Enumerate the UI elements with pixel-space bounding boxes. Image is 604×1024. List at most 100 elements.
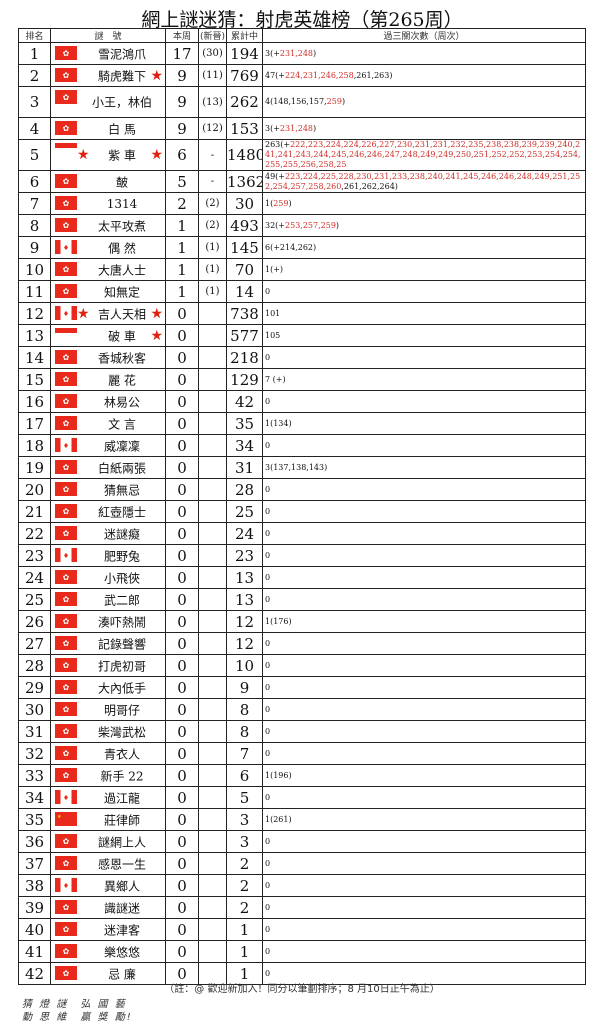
flag-ca-icon: ♦ xyxy=(55,790,77,804)
star-badge-icon: ★ xyxy=(77,305,90,322)
history-cell: 105 xyxy=(262,324,586,347)
history-text: ) xyxy=(335,220,340,230)
total-score-cell: 153 xyxy=(226,117,263,140)
rank-cell: 19 xyxy=(18,456,51,479)
week-score-cell: 1 xyxy=(165,214,199,237)
table-row: 41 ✿ 樂悠悠 0 1 0 xyxy=(18,940,586,963)
table-row: 15 ✿ 麗 花 0 129 7 (+) xyxy=(18,368,586,391)
total-score-cell: 2 xyxy=(226,896,263,919)
history-cell: 0 xyxy=(262,918,586,941)
rank-cell: 13 xyxy=(18,324,51,347)
history-text: 0 xyxy=(265,836,271,846)
week-score-cell: 0 xyxy=(165,500,199,523)
rank-cell: 8 xyxy=(18,214,51,237)
history-cell: 0 xyxy=(262,500,586,523)
table-row: 35 ★ 莊律師 0 3 1(261) xyxy=(18,808,586,831)
header-new: (新晉) xyxy=(198,28,227,43)
header-name: 謎 號 xyxy=(50,28,166,43)
name-cell: ♦ 偶 然 xyxy=(50,236,166,259)
week-score-cell: 1 xyxy=(165,280,199,303)
flag-hk-icon: ✿ xyxy=(55,482,77,496)
history-cell: 1(259) xyxy=(262,192,586,215)
week-score-cell: 6 xyxy=(165,139,199,171)
total-score-cell: 9 xyxy=(226,676,263,699)
svg-text:♦: ♦ xyxy=(63,244,69,252)
history-text: 1(261) xyxy=(265,814,292,824)
week-score-cell: 0 xyxy=(165,302,199,325)
svg-text:✿: ✿ xyxy=(63,969,70,978)
history-cell: 0 xyxy=(262,676,586,699)
svg-text:✿: ✿ xyxy=(63,947,70,956)
table-row: 13 破 車 ★ 0 577 105 xyxy=(18,324,586,347)
player-name: 武二郎 xyxy=(103,593,140,607)
week-score-cell: 1 xyxy=(165,258,199,281)
name-cell: ✿ 新手 22 xyxy=(50,764,166,787)
new-score-cell xyxy=(198,720,227,743)
player-name: 白紙兩張 xyxy=(97,461,146,475)
player-name: 迷謎癡 xyxy=(103,527,140,541)
history-text: ) xyxy=(288,198,292,208)
history-cell: 3(137,138,143) xyxy=(262,456,586,479)
name-cell: ✿ 文 言 xyxy=(50,412,166,435)
history-text: 1( xyxy=(265,198,274,208)
history-weeks-highlighted: 259 xyxy=(273,198,289,208)
table-row: 7 ✿ 1314 2 (2) 30 1(259) xyxy=(18,192,586,215)
new-score-cell xyxy=(198,610,227,633)
total-score-cell: 70 xyxy=(226,258,263,281)
name-cell: ♦ 異鄉人 xyxy=(50,874,166,897)
flag-hk-icon: ✿ xyxy=(55,68,77,82)
total-score-cell: 218 xyxy=(226,346,263,369)
player-name: 偶 然 xyxy=(108,241,136,255)
player-name: 肥野兔 xyxy=(103,549,140,563)
rank-cell: 14 xyxy=(18,346,51,369)
flag-sg-icon xyxy=(55,328,77,338)
rank-cell: 18 xyxy=(18,434,51,457)
rank-cell: 21 xyxy=(18,500,51,523)
svg-text:✿: ✿ xyxy=(63,177,70,186)
week-score-cell: 0 xyxy=(165,742,199,765)
svg-text:✿: ✿ xyxy=(63,683,70,692)
name-cell: ✿ 大內低手 xyxy=(50,676,166,699)
flag-hk-icon: ✿ xyxy=(55,218,77,232)
rank-cell: 23 xyxy=(18,544,51,567)
svg-text:✿: ✿ xyxy=(63,199,70,208)
svg-text:✿: ✿ xyxy=(63,485,70,494)
new-score-cell xyxy=(198,412,227,435)
history-text: 0 xyxy=(265,682,271,692)
name-cell: ✿ 麗 花 xyxy=(50,368,166,391)
player-name: 文 言 xyxy=(108,417,136,431)
slogan-line: 猜 燈 謎 弘 國 藝 xyxy=(22,999,127,1010)
total-score-cell: 25 xyxy=(226,500,263,523)
history-text: 101 xyxy=(265,308,281,318)
history-text: 0 xyxy=(265,968,271,978)
new-score-cell xyxy=(198,500,227,523)
table-row: 4 ✿ 白 馬 9 (12) 153 3(+231,248) xyxy=(18,117,586,140)
history-cell: 0 xyxy=(262,874,586,897)
total-score-cell: 12 xyxy=(226,632,263,655)
table-row: 37 ✿ 感恩一生 0 2 0 xyxy=(18,852,586,875)
player-name: 異鄉人 xyxy=(103,879,140,893)
new-score-cell xyxy=(198,940,227,963)
player-name: 吉人天相 xyxy=(97,307,146,321)
table-row: 33 ✿ 新手 22 0 6 1(196) xyxy=(18,764,586,787)
history-cell: 47(+224,231,246,258,261,263) xyxy=(262,64,586,87)
history-cell: 0 xyxy=(262,434,586,457)
new-score-cell xyxy=(198,632,227,655)
name-cell: ✿ 記錄聲響 xyxy=(50,632,166,655)
table-row: 27 ✿ 記錄聲響 0 12 0 xyxy=(18,632,586,655)
total-score-cell: 14 xyxy=(226,280,263,303)
history-cell: 49(+223,224,225,228,230,231,233,238,240,… xyxy=(262,170,586,193)
history-cell: 0 xyxy=(262,742,586,765)
flag-hk-icon: ✿ xyxy=(55,174,77,188)
flag-hk-icon: ✿ xyxy=(55,724,77,738)
history-text: 49(+ xyxy=(265,171,286,181)
history-text: 0 xyxy=(265,704,271,714)
history-text: 0 xyxy=(265,440,271,450)
name-cell: ✿ 湊吓熱鬧 xyxy=(50,610,166,633)
new-score-cell xyxy=(198,698,227,721)
new-score-cell xyxy=(198,544,227,567)
name-cell: ✿ 騎虎難下 ★ xyxy=(50,64,166,87)
svg-text:✿: ✿ xyxy=(63,749,70,758)
footnote: （註：@ 歡迎新加入！同分以筆劃排序；8 月10日正午為止） xyxy=(164,984,440,995)
history-weeks-highlighted: 253,257,259 xyxy=(285,220,336,230)
